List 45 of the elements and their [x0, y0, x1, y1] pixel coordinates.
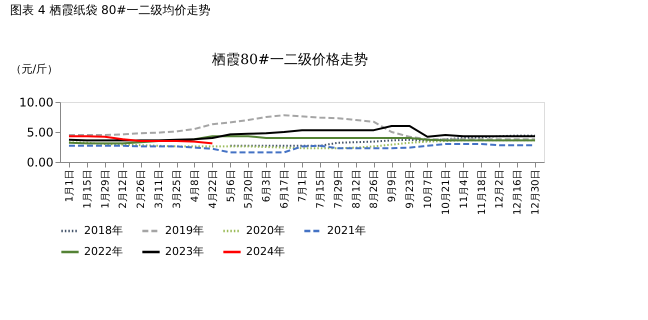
line-series: [68, 125, 536, 142]
y-tick-label: 5.00: [26, 126, 54, 140]
x-tick-label: 10月7日: [422, 170, 434, 209]
y-axis-title: （元/斤）: [10, 62, 58, 76]
legend-label: 2024年: [246, 245, 285, 258]
x-tick-label: 11月18日: [476, 170, 488, 215]
x-tick-label: 6月3日: [262, 170, 273, 202]
x-tick-label: 12月16日: [512, 170, 524, 215]
x-tick-label: 12月2日: [494, 170, 506, 209]
x-tick-label: 1月1日: [64, 170, 76, 202]
x-tick-label: 12月30日: [530, 170, 542, 215]
legend-label: 2019年: [165, 224, 204, 237]
x-tick-label: 8月26日: [369, 170, 380, 209]
x-tick-label: 8月12日: [351, 170, 362, 209]
legend-label: 2022年: [84, 245, 123, 258]
x-tick-label: 4月22日: [208, 170, 219, 209]
legend-label: 2023年: [165, 245, 204, 258]
chart-subtitle: 栖霞80#一二级价格走势: [211, 52, 368, 68]
x-tick-label: 2月26日: [136, 170, 148, 209]
x-tick-label: 6月17日: [280, 170, 291, 209]
x-tick-label: 9月23日: [405, 170, 416, 209]
x-tick-label: 7月1日: [298, 170, 308, 202]
y-tick-label: 0.00: [26, 156, 54, 170]
x-tick-label: 9月9日: [387, 170, 398, 202]
x-tick-label: 5月20日: [244, 170, 255, 209]
x-tick-label: 7月29日: [333, 170, 344, 209]
x-tick-label: 11月4日: [458, 170, 470, 209]
x-tick-label: 10月21日: [440, 170, 452, 215]
x-tick-label: 1月15日: [82, 170, 94, 209]
x-tick-label: 5月6日: [226, 170, 237, 202]
line-series: [68, 135, 536, 144]
chart-title: 图表 4 栖霞纸袋 80#一二级均价走势: [10, 3, 210, 17]
x-tick-label: 7月15日: [315, 170, 326, 209]
line-series: [229, 134, 536, 147]
x-tick-label: 4月8日: [190, 170, 201, 202]
legend-label: 2020年: [246, 224, 285, 237]
x-tick-label: 1月29日: [100, 170, 112, 209]
line-series: [68, 114, 536, 140]
legend-label: 2018年: [84, 224, 123, 237]
x-tick-label: 2月12日: [118, 170, 130, 209]
x-tick-label: 3月25日: [172, 170, 184, 209]
line-series: [68, 135, 214, 144]
x-tick-label: 3月11日: [154, 170, 166, 209]
y-tick-label: 10.00: [19, 96, 54, 110]
legend-label: 2021年: [327, 224, 366, 237]
